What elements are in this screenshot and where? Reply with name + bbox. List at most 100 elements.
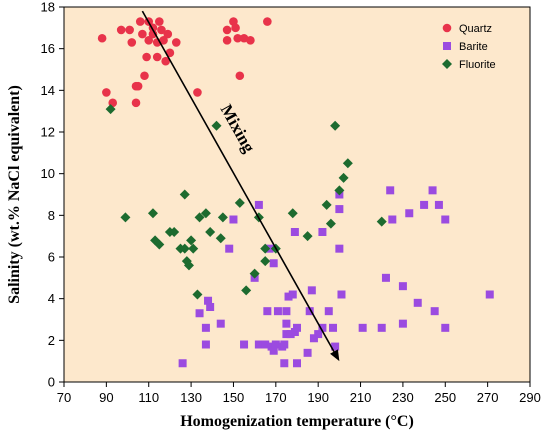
fluorite-point <box>321 199 332 210</box>
x-tick-label: 270 <box>477 390 499 405</box>
quartz-point <box>144 36 154 45</box>
barite-point <box>204 296 213 305</box>
barite-point <box>261 340 270 349</box>
x-tick-label: 170 <box>265 390 287 405</box>
fluorite-point <box>334 185 345 196</box>
x-tick-label: 110 <box>138 390 159 405</box>
fluorite-point <box>211 120 222 131</box>
x-tick-label: 210 <box>350 390 372 405</box>
quartz-point <box>140 71 149 81</box>
barite-point <box>441 215 450 224</box>
barite-point <box>314 330 323 339</box>
barite-point <box>398 319 407 328</box>
barite-point <box>269 259 278 268</box>
y-tick-label: 6 <box>48 250 55 265</box>
fluorite-point <box>169 227 180 237</box>
plot-area <box>64 7 530 382</box>
barite-point <box>430 307 439 316</box>
barite-point <box>286 330 295 339</box>
quartz-point <box>222 36 232 45</box>
barite-point <box>293 323 301 332</box>
legend-label-quartz: Quartz <box>459 23 492 35</box>
fluorite-point <box>376 216 387 227</box>
fluorite-point <box>287 208 298 219</box>
barite-point <box>318 323 327 332</box>
barite-point <box>225 244 234 253</box>
fluorite-point <box>188 243 199 254</box>
fluorite-point <box>249 268 260 279</box>
barite-point <box>358 323 367 332</box>
quartz-point <box>222 25 232 35</box>
quartz-point <box>142 52 151 62</box>
barite-point <box>290 328 299 336</box>
barite-point <box>329 323 338 332</box>
x-tick-label: 190 <box>307 390 329 405</box>
barite-point <box>280 359 289 368</box>
barite-point <box>271 340 280 349</box>
fluorite-point <box>179 189 190 200</box>
fluorite-point <box>179 243 190 254</box>
quartz-point <box>193 88 202 97</box>
quartz-point <box>138 29 147 39</box>
fluorite-point <box>302 231 313 242</box>
barite-point <box>282 307 291 316</box>
y-tick-label: 16 <box>41 41 55 56</box>
mixing-arrow <box>141 10 335 352</box>
barite-point <box>288 290 297 299</box>
legend: Quartz Barite Fluorite <box>442 23 496 71</box>
x-tick-label: 70 <box>57 390 71 405</box>
barite-point <box>388 215 397 224</box>
fluorite-point <box>342 158 353 169</box>
y-tick-label: 8 <box>48 208 55 223</box>
data-points <box>97 17 494 368</box>
barite-point <box>337 290 346 299</box>
quartz-point <box>157 25 166 35</box>
barite-point <box>335 205 344 214</box>
barite-point <box>282 319 291 328</box>
x-tick-label: 230 <box>392 390 414 405</box>
barite-point <box>178 359 187 368</box>
fluorite-point <box>205 227 216 237</box>
quartz-point <box>171 38 181 47</box>
barite-point <box>381 273 390 282</box>
barite-point <box>441 323 450 332</box>
legend-label-barite: Barite <box>459 41 488 53</box>
barite-point <box>307 286 316 295</box>
barite-point <box>273 307 282 316</box>
quartz-point <box>127 38 137 47</box>
quartz-point <box>125 25 134 35</box>
barite-point <box>195 309 204 318</box>
fluorite-point <box>183 260 194 271</box>
quartz-point <box>135 17 145 26</box>
fluorite-point <box>200 208 211 219</box>
barite-point <box>331 342 340 351</box>
barite-point <box>290 228 299 236</box>
y-axis-title: Salinity (wt.% NaCl equivalent) <box>6 85 23 304</box>
quartz-point <box>97 33 107 43</box>
barite-point <box>420 200 429 209</box>
barite-point <box>263 307 272 316</box>
y-tick-label: 0 <box>48 375 55 390</box>
x-axis: 70 90 110 130 150 170 190 210 230 250 270 290 <box>57 382 541 405</box>
quartz-point <box>102 88 111 97</box>
barite-point <box>335 244 344 253</box>
barite-point <box>201 323 210 332</box>
quartz-point <box>263 17 272 26</box>
barite-point <box>201 340 210 349</box>
y-axis: 0 2 4 6 8 10 12 14 16 18 <box>41 0 64 390</box>
y-tick-label: 12 <box>41 125 55 140</box>
quartz-point <box>161 56 170 66</box>
barite-point <box>282 330 291 339</box>
legend-label-fluorite: Fluorite <box>459 59 496 71</box>
quartz-point <box>152 52 162 62</box>
barite-point <box>324 307 333 316</box>
quartz-point <box>148 29 158 39</box>
quartz-point <box>133 81 143 91</box>
barite-point <box>280 340 289 349</box>
quartz-point <box>235 71 245 81</box>
barite-point <box>485 290 494 299</box>
barite-point <box>305 307 314 316</box>
barite-point <box>254 340 263 349</box>
x-tick-label: 250 <box>434 390 456 405</box>
x-tick-label: 90 <box>99 390 113 405</box>
